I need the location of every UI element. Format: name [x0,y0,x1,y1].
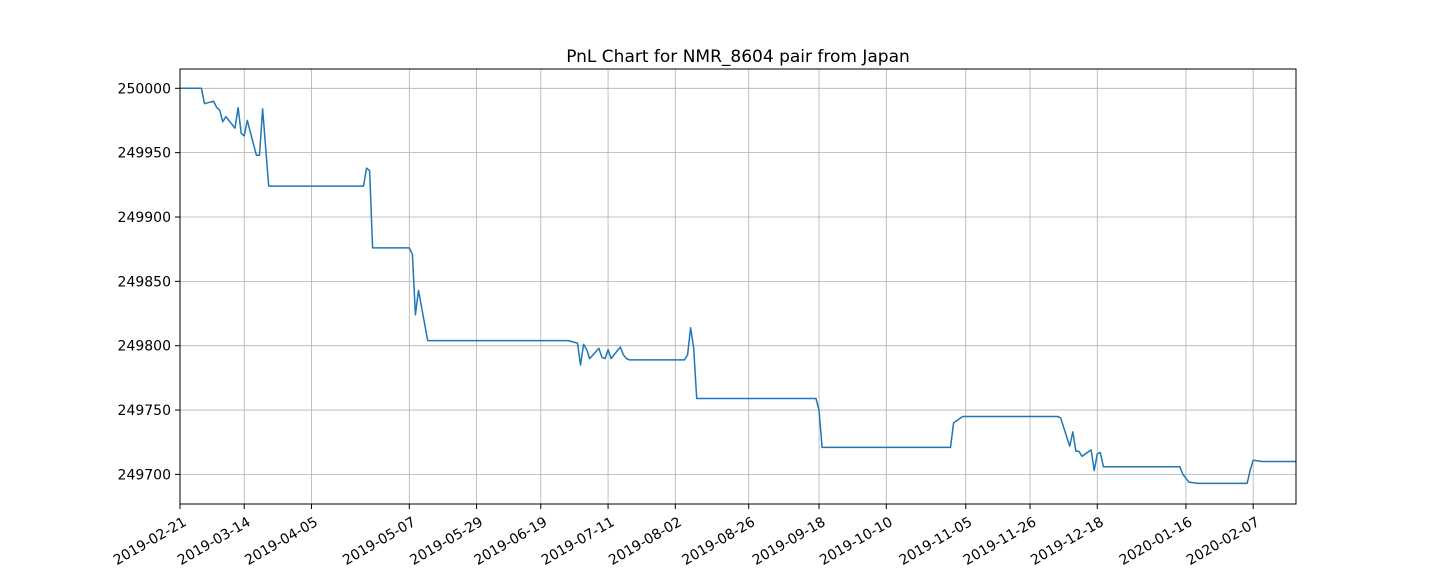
y-tick-label: 249900 [118,210,171,226]
y-tick-label: 250000 [118,81,171,97]
series-line-0 [180,87,1296,485]
y-tick-label: 249700 [118,467,171,483]
y-tick-label: 249750 [118,403,171,419]
chart-title: PnL Chart for NMR_8604 pair from Japan [566,47,910,67]
y-tick-label: 249800 [118,339,171,355]
series-layer [180,87,1296,485]
plot-frame [179,68,1297,505]
y-tick-label: 249950 [118,146,171,162]
grid-lines [179,69,1296,504]
y-axis: 249700 249750 249800 249850 249900 249950 2500… [118,81,180,483]
y-tick-label: 249850 [118,274,171,290]
